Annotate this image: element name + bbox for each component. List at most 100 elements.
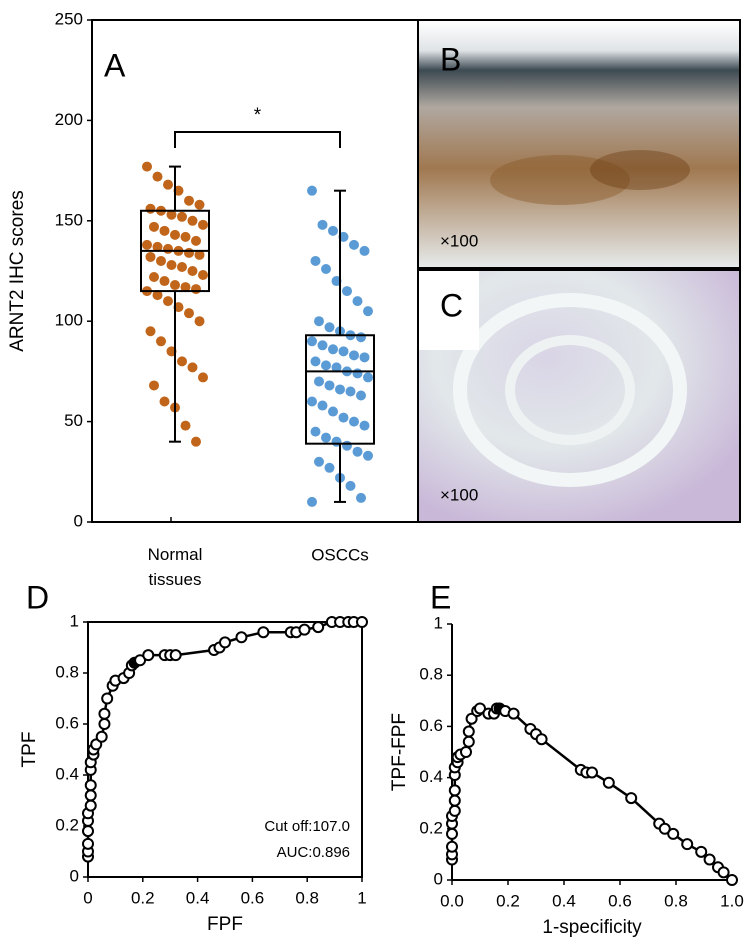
data-point bbox=[324, 322, 335, 333]
data-point bbox=[180, 282, 191, 293]
data-point bbox=[352, 368, 363, 379]
data-point bbox=[681, 838, 694, 851]
data-point bbox=[328, 225, 338, 236]
x-tick-label: 0.6 bbox=[608, 891, 632, 910]
data-point bbox=[446, 827, 458, 840]
magnification: ×100 bbox=[440, 231, 478, 250]
data-point bbox=[356, 492, 366, 503]
x-tick-label: 0 bbox=[83, 888, 92, 907]
significance-mark: * bbox=[254, 105, 262, 126]
data-point bbox=[307, 496, 317, 507]
data-point bbox=[198, 219, 208, 230]
x-tick-label: 0.8 bbox=[664, 891, 688, 910]
data-point bbox=[321, 263, 331, 274]
data-point bbox=[462, 725, 475, 738]
data-point bbox=[145, 251, 156, 262]
data-point bbox=[101, 692, 114, 705]
y-tick-label: 0.8 bbox=[55, 662, 79, 681]
y-tick-label: 150 bbox=[55, 210, 83, 229]
data-point bbox=[507, 707, 520, 720]
y-tick-label: 250 bbox=[55, 9, 83, 28]
data-point bbox=[307, 396, 317, 407]
data-point bbox=[134, 654, 147, 667]
data-point bbox=[448, 794, 461, 807]
data-point bbox=[177, 356, 187, 367]
data-point bbox=[187, 266, 198, 276]
data-point bbox=[321, 360, 331, 371]
data-point bbox=[342, 440, 352, 451]
data-point bbox=[338, 412, 349, 423]
data-point bbox=[198, 270, 208, 281]
data-point bbox=[324, 380, 335, 391]
data-point bbox=[462, 735, 475, 748]
data-point bbox=[307, 185, 317, 196]
data-point bbox=[349, 239, 359, 250]
x-tick-label: Normal tissues bbox=[148, 545, 203, 589]
y-tick-label: 1 bbox=[70, 611, 79, 630]
data-point bbox=[194, 199, 205, 210]
data-point bbox=[163, 296, 173, 307]
data-point bbox=[82, 825, 94, 838]
data-point bbox=[156, 336, 166, 347]
x-tick-label: 1.0 bbox=[720, 891, 744, 910]
panel-c-image bbox=[419, 270, 740, 522]
data-point bbox=[359, 420, 370, 431]
data-point bbox=[535, 733, 548, 746]
y-tick-label: 0 bbox=[434, 869, 443, 888]
data-point bbox=[349, 416, 359, 427]
y-axis-label: TPF bbox=[19, 732, 40, 768]
x-tick-label: 0.2 bbox=[496, 891, 520, 910]
y-tick-label: 0.8 bbox=[419, 665, 443, 684]
x-tick-label: 0.4 bbox=[552, 891, 576, 910]
data-point bbox=[363, 450, 373, 461]
data-point bbox=[177, 211, 187, 222]
data-point bbox=[310, 255, 321, 266]
data-point bbox=[142, 239, 152, 250]
data-point bbox=[312, 621, 325, 634]
panel-label: C bbox=[440, 287, 463, 323]
data-point bbox=[658, 822, 671, 835]
data-point bbox=[98, 707, 111, 720]
data-point bbox=[359, 352, 370, 363]
data-point bbox=[84, 799, 97, 812]
data-point bbox=[314, 456, 324, 467]
data-point bbox=[602, 776, 615, 789]
data-point bbox=[317, 400, 328, 411]
data-point bbox=[356, 332, 366, 343]
data-point bbox=[95, 730, 108, 743]
data-point bbox=[149, 272, 159, 283]
y-axis-label: ARNT2 IHC scores bbox=[7, 190, 28, 352]
data-point bbox=[152, 241, 163, 252]
x-tick-label: 0.6 bbox=[241, 888, 265, 907]
data-point bbox=[363, 306, 373, 317]
panel-label: B bbox=[440, 41, 461, 77]
y-tick-label: 0 bbox=[74, 511, 83, 530]
panel-label: E bbox=[430, 579, 451, 615]
data-point bbox=[726, 874, 738, 886]
data-point bbox=[363, 372, 373, 383]
data-point bbox=[356, 390, 366, 401]
data-point bbox=[345, 386, 356, 397]
data-point bbox=[177, 261, 187, 272]
data-point bbox=[667, 827, 680, 840]
data-point bbox=[219, 636, 231, 649]
data-point bbox=[446, 840, 458, 853]
x-tick-label: OSCCs bbox=[311, 545, 369, 564]
plot-frame bbox=[91, 19, 419, 523]
data-point bbox=[314, 316, 324, 327]
box-group bbox=[140, 161, 210, 447]
data-point bbox=[338, 346, 349, 357]
data-point bbox=[152, 290, 163, 301]
y-tick-label: 100 bbox=[55, 311, 83, 330]
data-point bbox=[586, 766, 598, 779]
data-point bbox=[163, 179, 173, 190]
data-point bbox=[149, 380, 159, 391]
data-point bbox=[152, 171, 163, 182]
data-point bbox=[465, 712, 478, 725]
y-tick-label: 0 bbox=[70, 866, 79, 885]
data-point bbox=[460, 746, 472, 758]
data-point bbox=[314, 376, 324, 387]
data-point bbox=[159, 225, 170, 236]
y-tick-label: 0.2 bbox=[419, 818, 443, 837]
data-point bbox=[163, 243, 173, 254]
